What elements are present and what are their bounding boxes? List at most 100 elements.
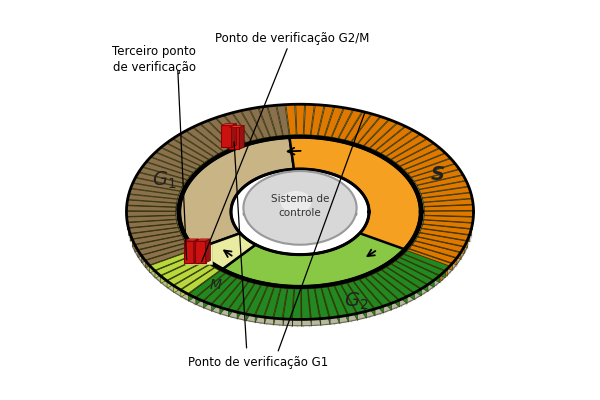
Polygon shape (135, 236, 184, 250)
Polygon shape (142, 243, 187, 263)
Polygon shape (130, 228, 178, 241)
Polygon shape (360, 278, 391, 306)
Polygon shape (408, 158, 455, 177)
Polygon shape (237, 284, 255, 319)
Polygon shape (146, 157, 193, 176)
Polygon shape (174, 265, 214, 290)
Polygon shape (365, 277, 392, 310)
Polygon shape (354, 281, 375, 316)
Polygon shape (173, 135, 213, 159)
Polygon shape (223, 233, 404, 286)
Polygon shape (404, 251, 450, 271)
Polygon shape (161, 143, 204, 166)
Polygon shape (415, 241, 461, 259)
Polygon shape (149, 250, 193, 273)
Polygon shape (203, 276, 236, 304)
Polygon shape (311, 105, 324, 136)
Polygon shape (315, 288, 329, 319)
Polygon shape (129, 189, 179, 199)
Polygon shape (423, 224, 472, 236)
Polygon shape (246, 285, 267, 316)
Polygon shape (338, 110, 362, 140)
Polygon shape (370, 123, 405, 150)
Polygon shape (131, 183, 180, 195)
Polygon shape (220, 280, 242, 314)
Polygon shape (224, 113, 251, 142)
Polygon shape (406, 252, 448, 276)
Polygon shape (181, 268, 215, 297)
Polygon shape (422, 193, 472, 202)
Polygon shape (196, 274, 230, 301)
Polygon shape (151, 152, 196, 172)
Polygon shape (250, 108, 270, 138)
Polygon shape (232, 124, 236, 147)
Polygon shape (264, 287, 274, 324)
Polygon shape (181, 268, 220, 294)
Polygon shape (237, 284, 261, 314)
Polygon shape (358, 117, 389, 146)
Polygon shape (352, 114, 380, 144)
Polygon shape (127, 220, 176, 230)
Polygon shape (139, 167, 187, 183)
Polygon shape (404, 254, 445, 278)
Polygon shape (185, 245, 212, 264)
Polygon shape (328, 287, 340, 324)
Polygon shape (274, 288, 287, 319)
Polygon shape (132, 232, 180, 246)
Polygon shape (127, 211, 176, 216)
Polygon shape (354, 280, 383, 309)
Polygon shape (184, 241, 194, 262)
Polygon shape (404, 153, 451, 173)
Polygon shape (400, 148, 445, 170)
Text: G$_2$: G$_2$ (344, 290, 368, 312)
Polygon shape (283, 288, 288, 326)
Polygon shape (364, 120, 397, 148)
Polygon shape (220, 280, 248, 310)
Polygon shape (283, 288, 294, 319)
Polygon shape (409, 248, 452, 270)
Polygon shape (396, 261, 434, 287)
Polygon shape (391, 139, 433, 162)
Polygon shape (179, 131, 218, 156)
Polygon shape (304, 104, 314, 135)
Text: S: S (430, 165, 444, 184)
Polygon shape (167, 261, 205, 288)
Polygon shape (200, 121, 234, 149)
Polygon shape (155, 254, 196, 278)
Polygon shape (142, 162, 190, 180)
Polygon shape (396, 144, 440, 166)
Polygon shape (325, 106, 343, 137)
Polygon shape (409, 245, 457, 263)
Ellipse shape (244, 205, 356, 222)
Polygon shape (376, 126, 413, 153)
Polygon shape (221, 125, 232, 147)
Polygon shape (420, 232, 467, 248)
Polygon shape (229, 126, 244, 127)
Polygon shape (268, 105, 283, 136)
Polygon shape (255, 286, 268, 323)
Polygon shape (292, 289, 301, 320)
Polygon shape (335, 285, 356, 315)
Polygon shape (259, 106, 276, 137)
Polygon shape (387, 267, 421, 296)
Polygon shape (382, 270, 415, 300)
Polygon shape (424, 220, 473, 230)
Polygon shape (206, 239, 211, 262)
Polygon shape (347, 283, 367, 318)
Polygon shape (421, 228, 470, 242)
Polygon shape (301, 289, 310, 320)
Polygon shape (308, 288, 320, 319)
Polygon shape (315, 288, 321, 326)
Polygon shape (377, 270, 414, 296)
Polygon shape (412, 241, 461, 258)
Polygon shape (420, 229, 469, 240)
Polygon shape (127, 220, 177, 228)
Polygon shape (178, 136, 422, 288)
Polygon shape (424, 205, 473, 211)
Polygon shape (392, 264, 428, 292)
Polygon shape (414, 170, 463, 185)
Polygon shape (396, 258, 439, 280)
Polygon shape (418, 236, 464, 254)
Polygon shape (322, 287, 338, 318)
Polygon shape (161, 258, 205, 280)
